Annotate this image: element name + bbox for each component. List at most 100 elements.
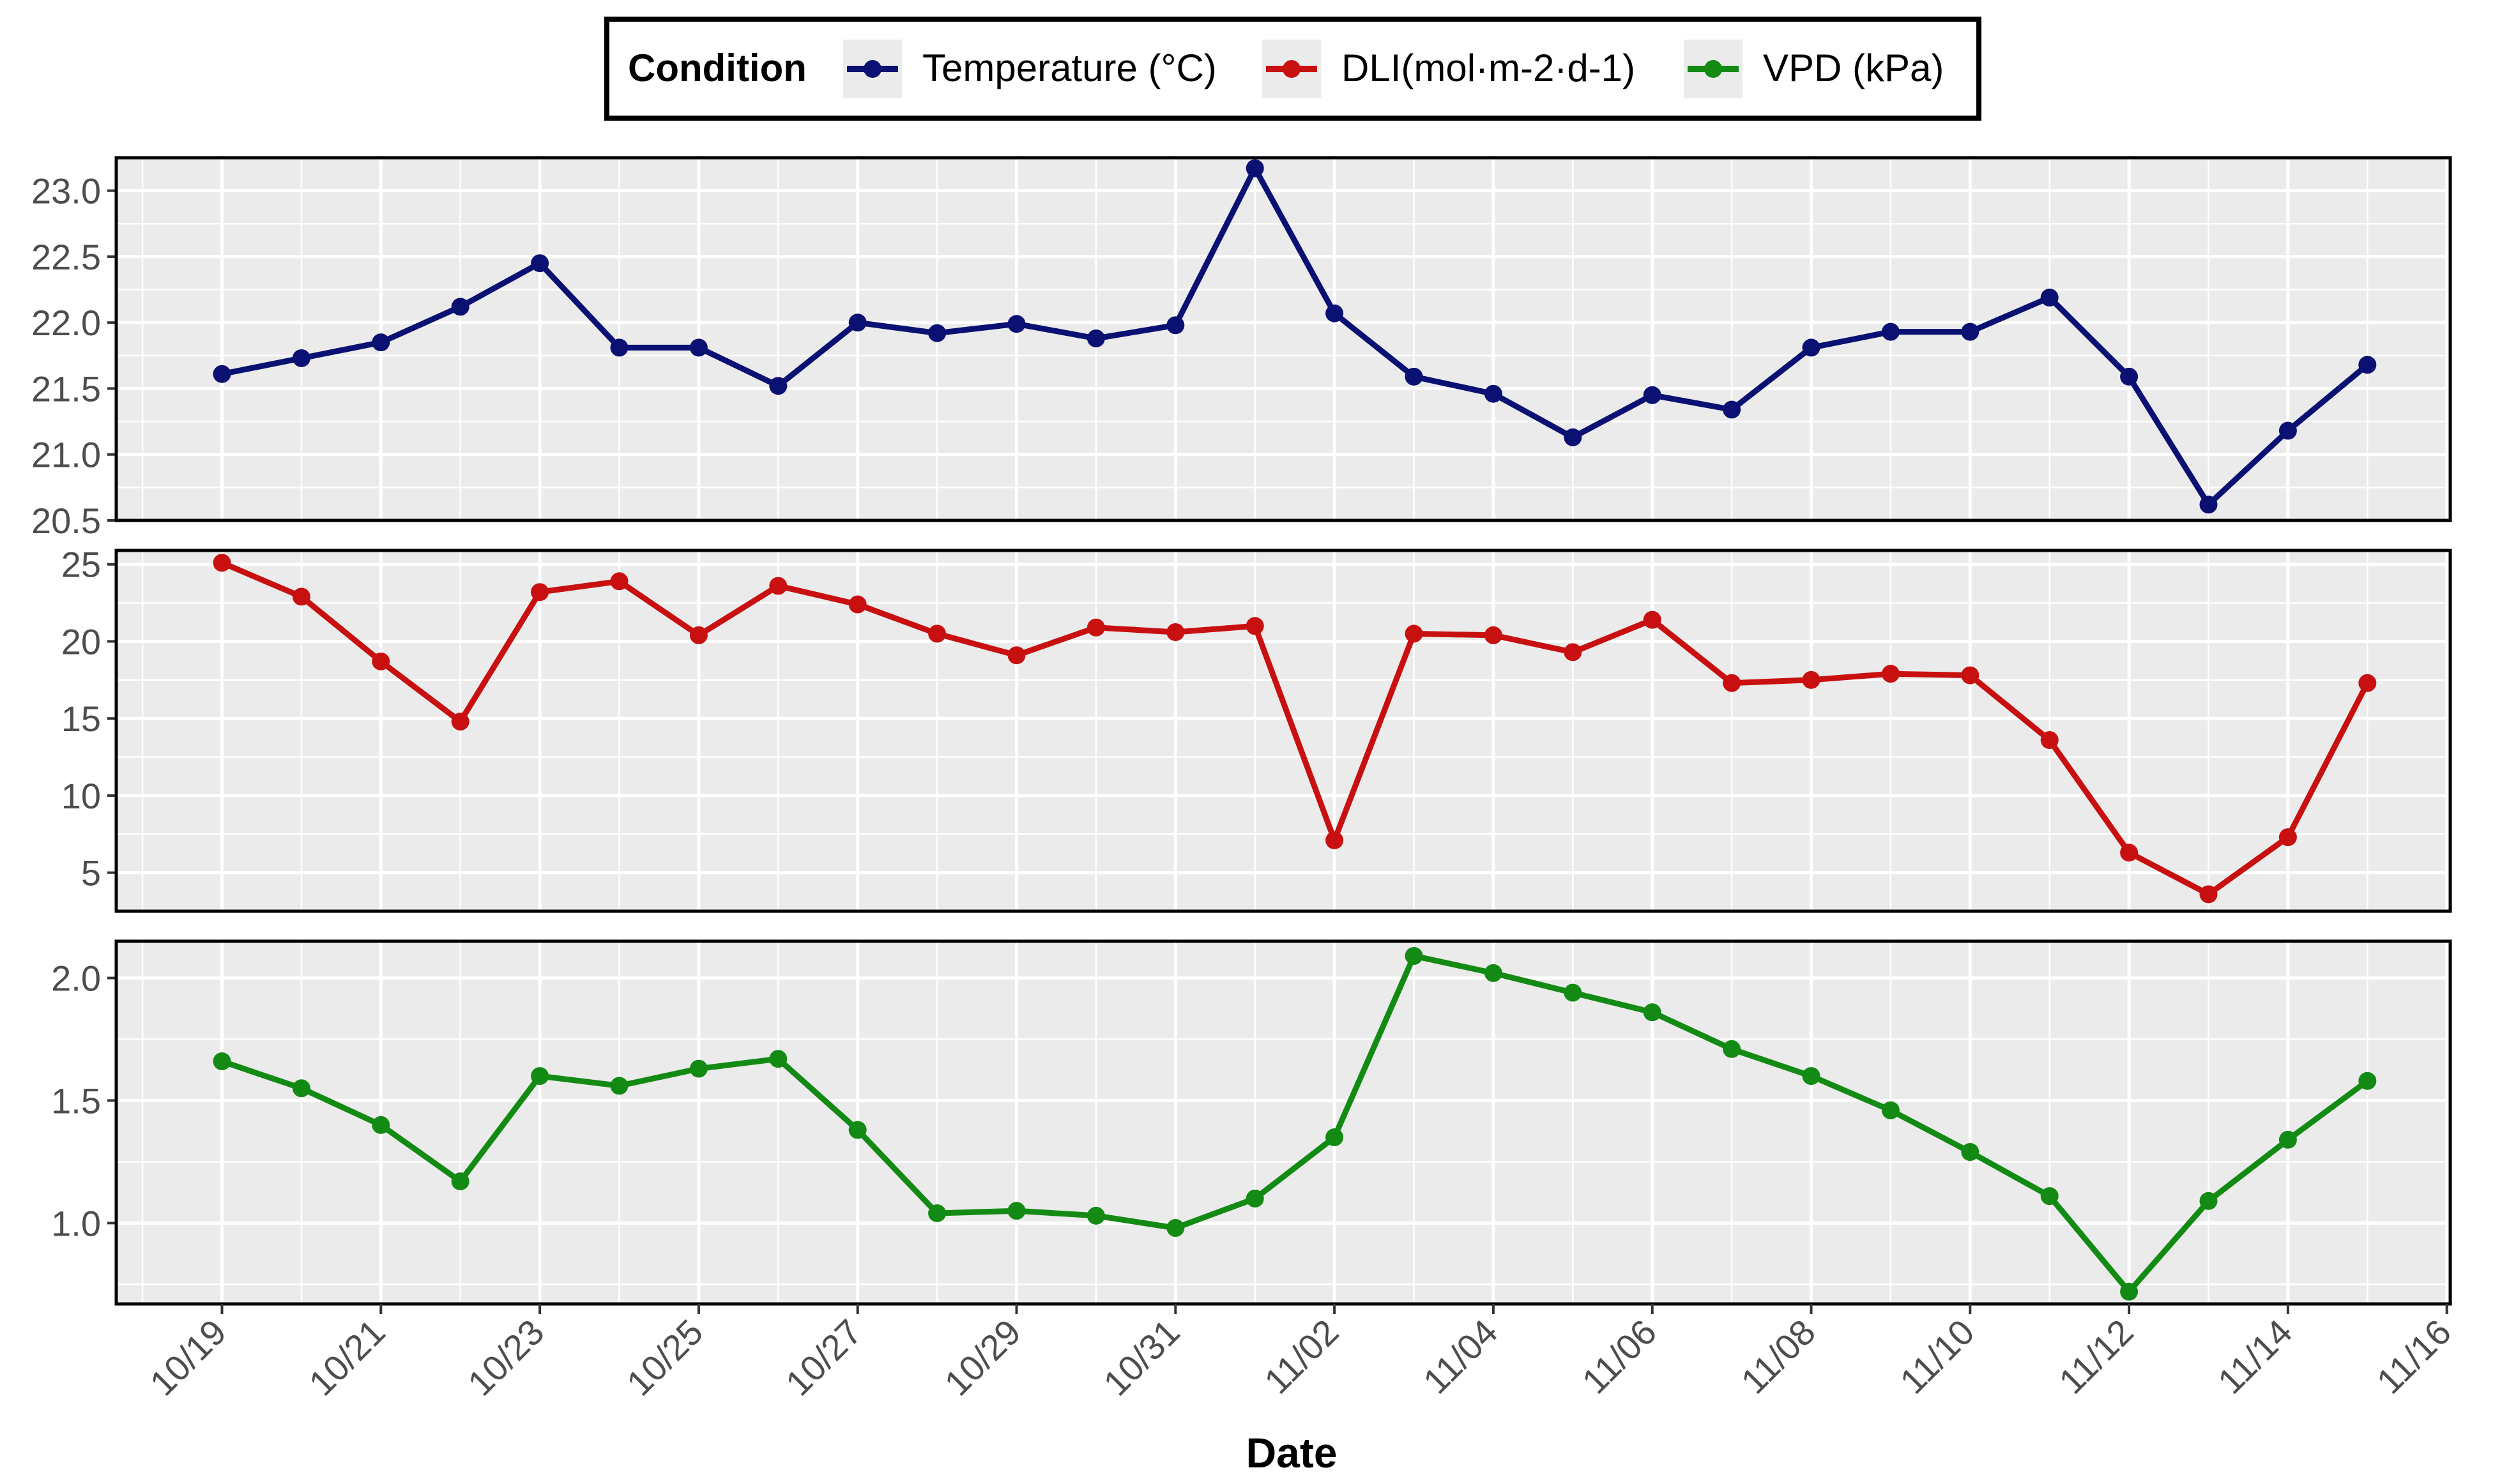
temperature-data-point (928, 324, 947, 342)
temperature-data-point (1961, 322, 1979, 341)
dli-data-point (1484, 626, 1502, 644)
vpd-data-point (292, 1079, 310, 1098)
temperature-data-point (1405, 367, 1423, 386)
temperature-data-point (1325, 304, 1344, 322)
vpd-data-point (1802, 1067, 1820, 1086)
dli-y-tick-label: 20 (61, 621, 101, 662)
temperature-data-point (2358, 356, 2377, 374)
legend-point-vpd (1704, 60, 1722, 78)
dli-data-point (1643, 610, 1661, 629)
temperature-data-point (1643, 386, 1661, 404)
vpd-data-point (1643, 1003, 1661, 1022)
dli-data-point (1246, 617, 1264, 635)
dli-y-tick-label: 5 (81, 853, 101, 893)
dli-data-point (292, 587, 310, 606)
temperature-data-point (848, 314, 867, 332)
dli-y-tick-label: 10 (61, 776, 101, 816)
legend: Condition Temperature (°C) DLI(mol·m-2·d… (604, 17, 1981, 121)
vpd-data-point (451, 1172, 469, 1191)
legend-label-dli: DLI(mol·m-2·d-1) (1341, 47, 1635, 89)
vpd-data-point (1484, 964, 1502, 982)
vpd-data-point (1564, 983, 1582, 1002)
legend-entry-vpd: VPD (kPa) (1684, 40, 1944, 98)
dli-data-point (1961, 666, 1979, 685)
dli-data-point (213, 554, 231, 572)
temperature-data-point (610, 338, 629, 357)
vpd-data-point (372, 1116, 390, 1134)
dli-data-point (2040, 731, 2059, 749)
temperature-data-point (1484, 384, 1502, 403)
vpd-data-point (2040, 1187, 2059, 1206)
vpd-data-point (2358, 1071, 2377, 1090)
temperature-data-point (1007, 315, 1026, 333)
temperature-data-point (1166, 316, 1185, 335)
dli-series-line (220, 560, 2370, 897)
vpd-data-point (2278, 1130, 2297, 1149)
dli-data-point (1723, 674, 1741, 692)
temperature-y-tick-label: 21.5 (31, 368, 101, 409)
dli-data-point (372, 652, 390, 670)
vpd-data-point (531, 1067, 549, 1086)
temperature-data-point (1723, 400, 1741, 419)
dli-data-point (1166, 623, 1185, 641)
vpd-panel-background (116, 941, 2450, 1304)
dli-panel: 5 10 15 20 25 (61, 545, 2452, 913)
temperature-data-point (1246, 159, 1264, 178)
temperature-data-point (451, 298, 469, 316)
dli-data-point (531, 583, 549, 602)
dli-data-point (1405, 625, 1423, 643)
temperature-data-point (372, 333, 390, 352)
dli-data-point (610, 572, 629, 591)
vpd-data-point (769, 1050, 788, 1068)
legend-entry-temperature: Temperature (°C) (843, 40, 1217, 98)
vpd-data-point (1881, 1101, 1900, 1119)
temperature-y-tick-label: 23.0 (31, 171, 101, 211)
temperature-data-point (1802, 338, 1820, 357)
vpd-data-point (1087, 1206, 1105, 1225)
legend-title: Condition (628, 47, 807, 89)
vpd-data-point (928, 1204, 947, 1222)
temperature-data-point (2199, 496, 2218, 514)
temperature-panel: 20.5 21.0 21.5 22.0 22.5 23.0 (31, 156, 2452, 541)
dli-panel-background (116, 550, 2450, 911)
vpd-y-tick-label: 2.0 (51, 958, 101, 999)
dli-data-point (2358, 674, 2377, 692)
dli-data-point (1802, 670, 1820, 689)
legend-label-temperature: Temperature (°C) (922, 47, 1217, 89)
dli-data-point (1325, 831, 1344, 849)
legend-point-temperature (864, 60, 881, 78)
vpd-panel: 1.0 1.5 2.0 (51, 939, 2452, 1306)
dli-data-point (928, 625, 947, 643)
temperature-data-point (1881, 322, 1900, 341)
legend-label-vpd: VPD (kPa) (1763, 47, 1944, 89)
dli-data-point (689, 626, 708, 644)
temperature-y-tick-label: 21.0 (31, 435, 101, 475)
temperature-data-point (689, 338, 708, 357)
temperature-data-point (292, 349, 310, 367)
vpd-data-point (2120, 1282, 2139, 1301)
dli-data-point (1881, 665, 1900, 683)
x-axis-title: Date (1246, 1429, 1337, 1476)
vpd-y-tick-label: 1.0 (51, 1203, 101, 1243)
temperature-data-point (769, 377, 788, 395)
temperature-data-point (2120, 367, 2139, 386)
vpd-data-point (1961, 1143, 1979, 1162)
dli-data-point (1007, 646, 1026, 665)
temperature-data-point (531, 254, 549, 273)
dli-y-tick-label: 25 (61, 545, 101, 585)
temperature-data-point (1087, 329, 1105, 347)
dli-data-point (2199, 885, 2218, 904)
dli-data-point (848, 595, 867, 614)
dli-data-point (1564, 643, 1582, 662)
dli-data-point (451, 713, 469, 731)
temperature-series-line (221, 165, 2370, 508)
vpd-data-point (1166, 1219, 1185, 1238)
vpd-data-point (1723, 1040, 1741, 1058)
vpd-data-point (1007, 1202, 1026, 1220)
temperature-data-point (1564, 428, 1582, 446)
vpd-data-point (689, 1059, 708, 1078)
dli-data-point (2120, 844, 2139, 862)
vpd-data-point (610, 1077, 629, 1095)
dli-data-point (1087, 618, 1105, 637)
